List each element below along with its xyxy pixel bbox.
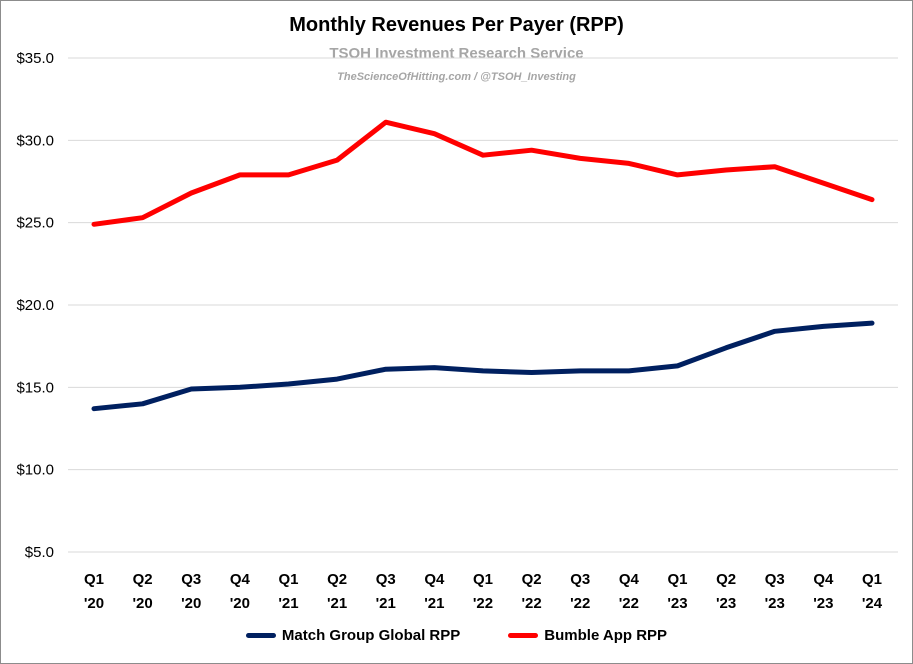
series-lines bbox=[91, 119, 875, 412]
x-tick-label: Q3'21 bbox=[376, 571, 396, 612]
x-axis-ticks: Q1'20 Q2'20 Q3'20 Q4'20 Q1'21 Q2'21 Q3'21 Q4'21… bbox=[84, 571, 883, 612]
x-tick-label: Q2'22 bbox=[521, 571, 541, 612]
legend-swatch bbox=[508, 633, 539, 638]
x-tick-label: Q1'24 bbox=[862, 571, 883, 612]
legend-item: Match Group Global RPP bbox=[245, 627, 461, 644]
y-tick-label: $25.0 bbox=[16, 215, 54, 232]
legend-label: Match Group Global RPP bbox=[281, 627, 461, 644]
x-tick-label: Q3'23 bbox=[765, 571, 785, 612]
x-tick-label: Q1'21 bbox=[278, 571, 298, 612]
legend-swatch bbox=[245, 633, 276, 638]
x-tick-label: Q1'22 bbox=[473, 571, 493, 612]
legend-label: Bumble App RPP bbox=[544, 627, 668, 644]
chart-title: Monthly Revenues Per Payer (RPP) bbox=[289, 14, 624, 36]
y-tick-label: $5.0 bbox=[25, 544, 54, 561]
y-tick-label: $15.0 bbox=[16, 379, 54, 396]
x-tick-label: Q2'23 bbox=[716, 571, 736, 612]
y-axis-ticks: $5.0 $10.0 $15.0 $20.0 $25.0 $30.0 $35.0 bbox=[16, 50, 54, 561]
x-tick-label: Q3'20 bbox=[181, 571, 201, 612]
y-tick-label: $10.0 bbox=[16, 462, 54, 479]
chart-credit: TheScienceOfHitting.com / @TSOH_Investin… bbox=[337, 71, 576, 83]
y-tick-label: $30.0 bbox=[16, 132, 54, 149]
gridlines bbox=[68, 57, 898, 553]
x-tick-label: Q4'20 bbox=[230, 571, 251, 612]
legend-item: Bumble App RPP bbox=[508, 627, 667, 644]
x-tick-label: Q4'23 bbox=[813, 571, 834, 612]
series-line-match-group bbox=[91, 320, 875, 412]
legend: Match Group Global RPP Bumble App RPP bbox=[0, 627, 913, 644]
x-tick-label: Q3'22 bbox=[570, 571, 590, 612]
x-tick-label: Q4'22 bbox=[619, 571, 640, 612]
x-tick-label: Q1'20 bbox=[84, 571, 104, 612]
series-line-bumble bbox=[91, 119, 875, 227]
x-tick-label: Q4'21 bbox=[424, 571, 445, 612]
y-tick-label: $35.0 bbox=[16, 50, 54, 67]
y-tick-label: $20.0 bbox=[16, 297, 54, 314]
x-tick-label: Q2'21 bbox=[327, 571, 347, 612]
x-tick-label: Q2'20 bbox=[132, 571, 152, 612]
x-tick-label: Q1'23 bbox=[667, 571, 687, 612]
